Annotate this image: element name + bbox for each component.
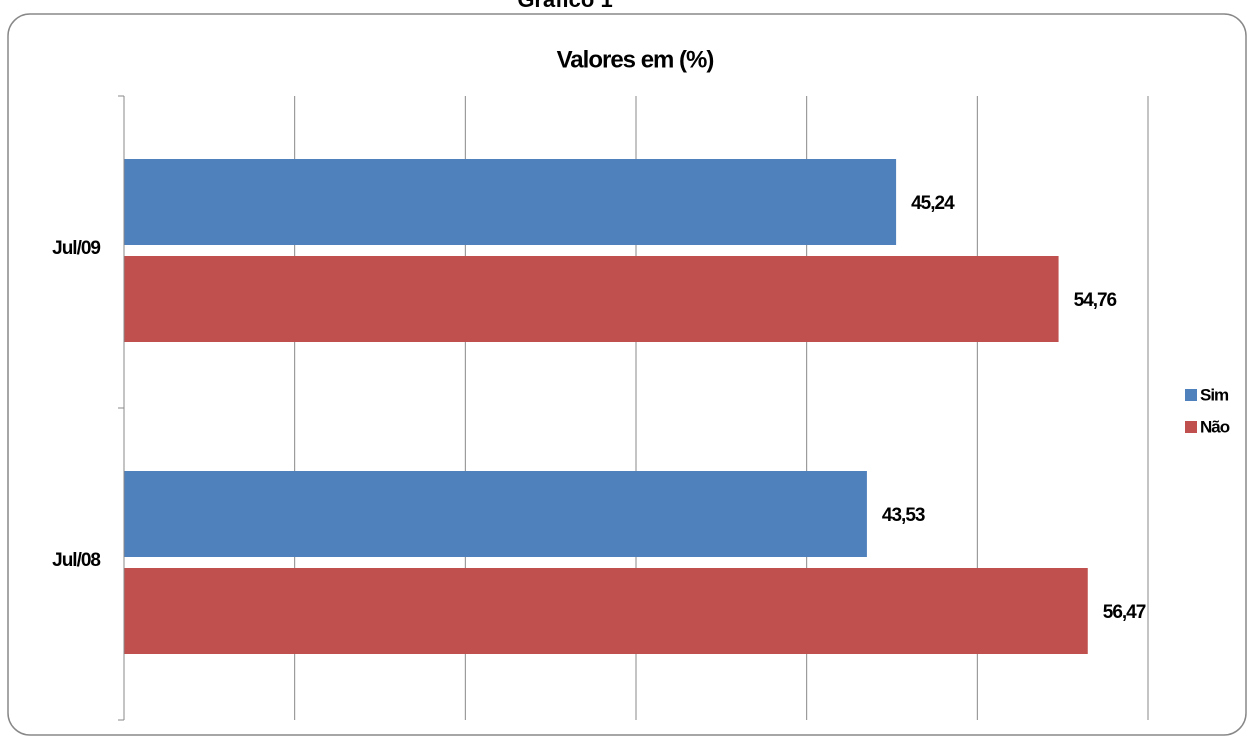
heading: Gráfico 1 — [517, 0, 612, 12]
value-label: 45,24 — [911, 193, 955, 214]
legend-label: Sim — [1200, 385, 1229, 404]
legend-label: Não — [1200, 417, 1230, 436]
value-label: 56,47 — [1103, 602, 1146, 623]
chart-title: Valores em (%) — [557, 46, 714, 73]
heading-bg — [480, 0, 660, 12]
bar — [124, 256, 1059, 342]
y-tick-label: Jul/08 — [52, 550, 100, 571]
y-tick-label: Jul/09 — [52, 238, 100, 259]
legend-swatch — [1185, 421, 1197, 433]
value-label: 54,76 — [1074, 290, 1117, 311]
bar — [124, 471, 867, 557]
bar — [124, 568, 1088, 654]
bar — [124, 159, 897, 245]
value-label: 43,53 — [882, 505, 925, 526]
legend-swatch — [1185, 389, 1197, 401]
